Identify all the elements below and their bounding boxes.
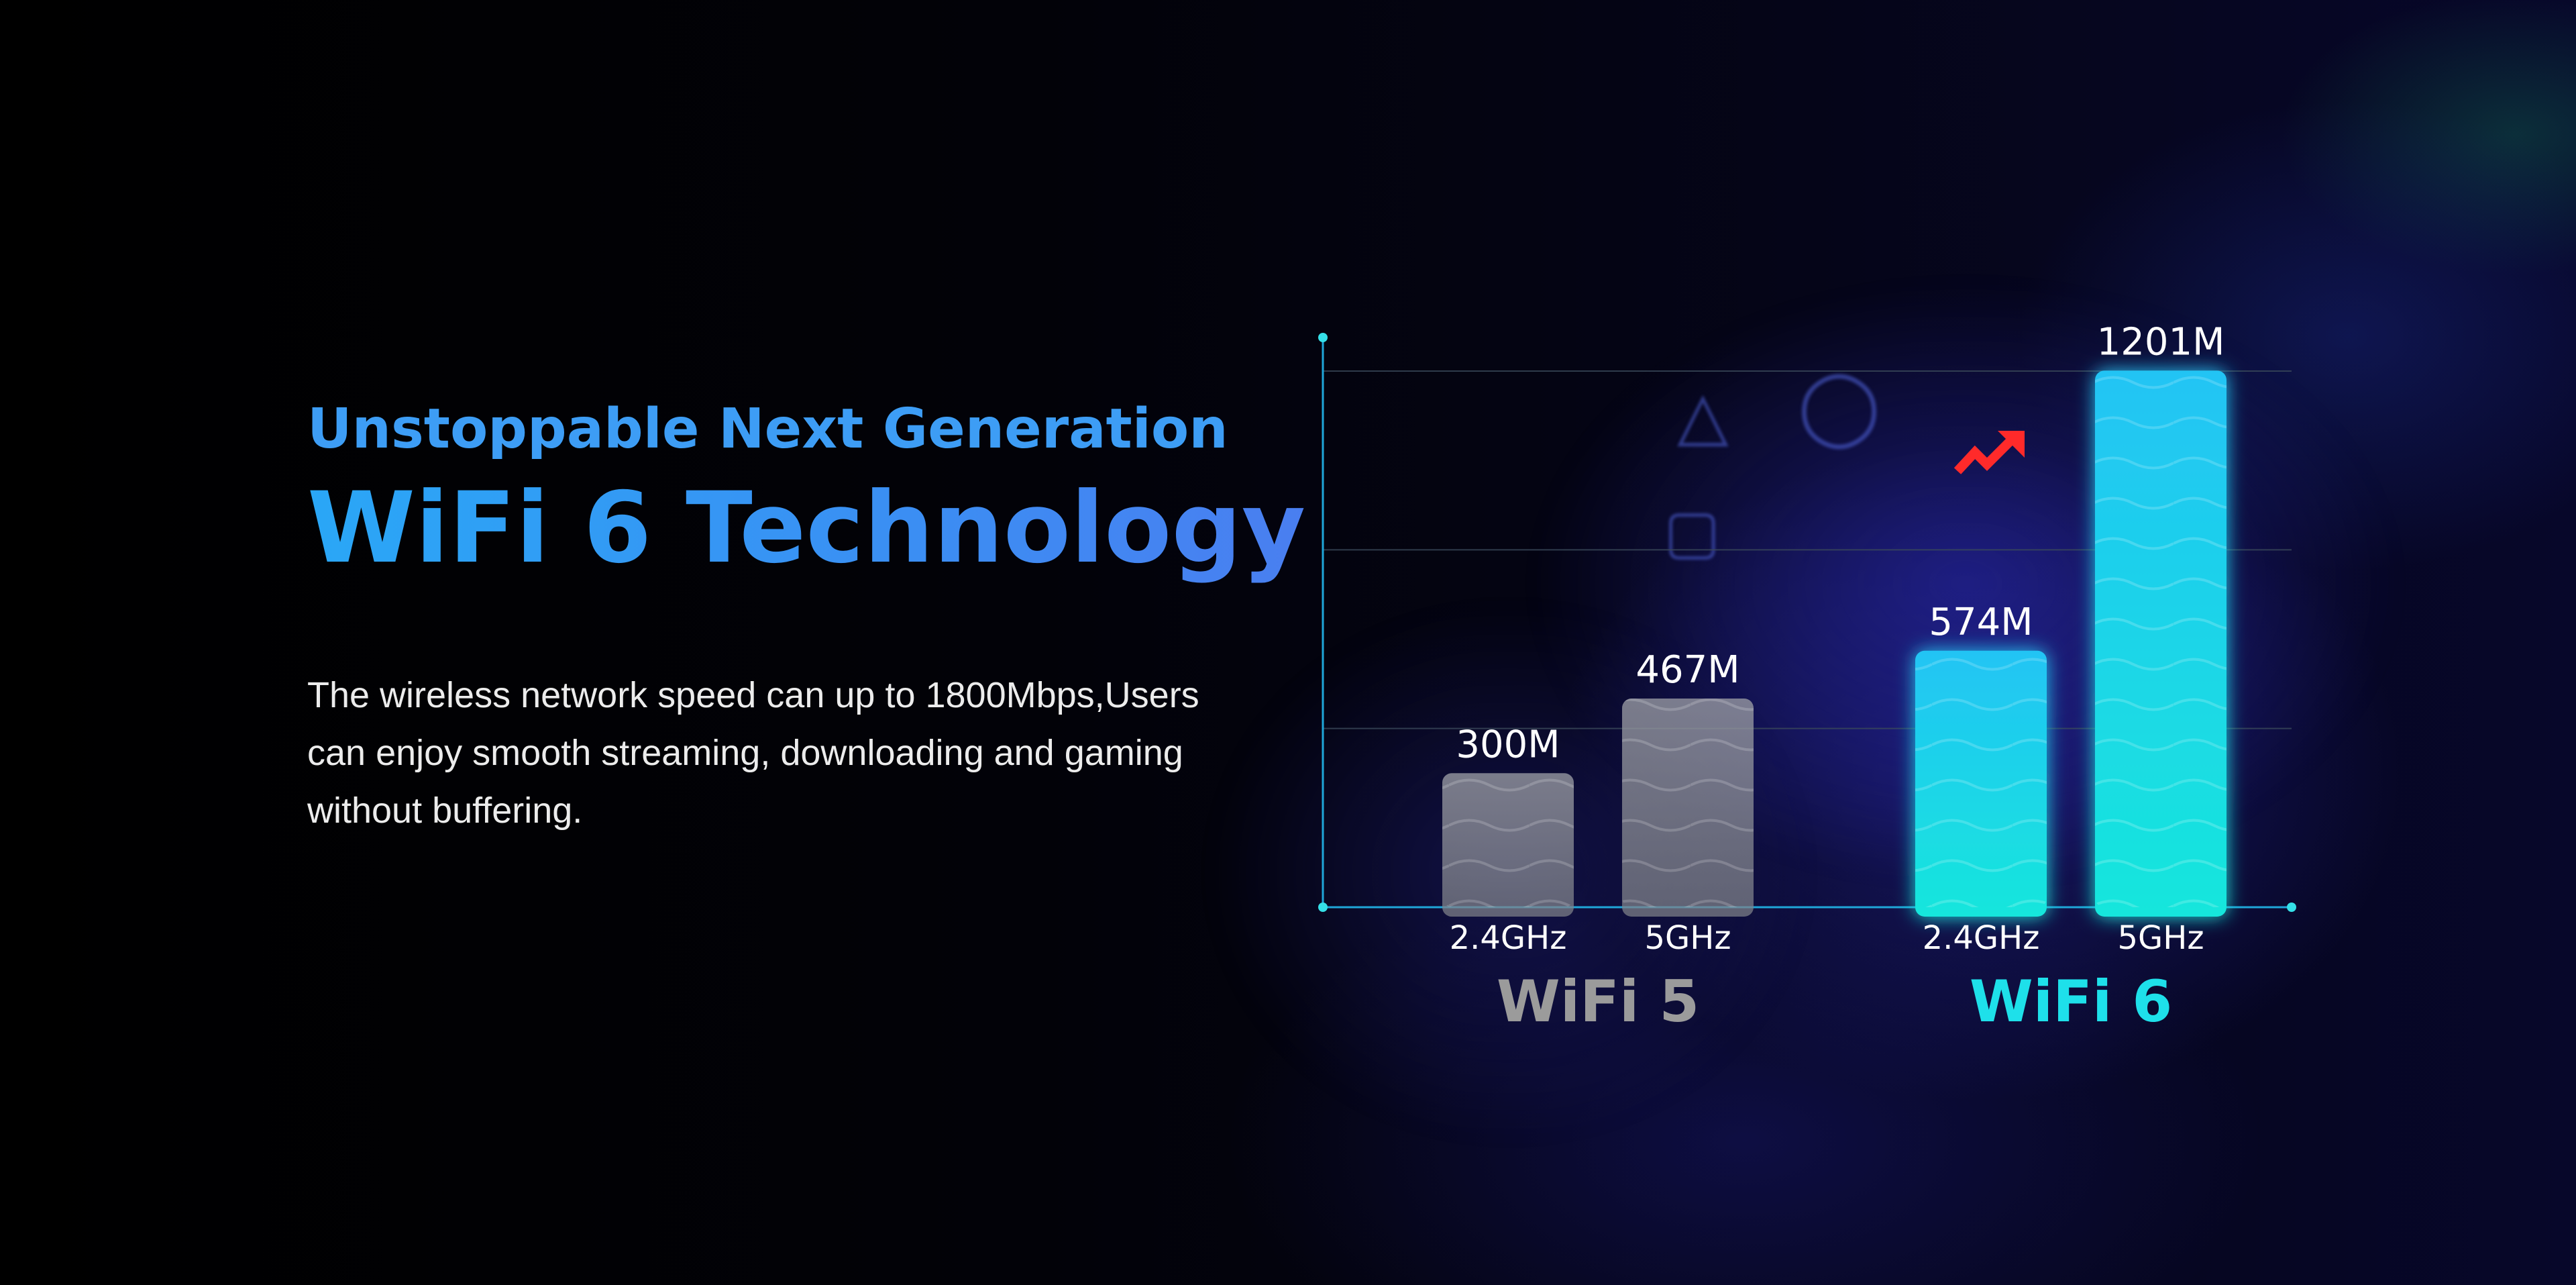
x-tick-label: 2.4GHz — [1450, 919, 1567, 957]
bar-wifi5-2.4ghz — [1442, 773, 1574, 917]
bars — [1442, 370, 2226, 917]
x-tick-label: 5GHz — [1644, 919, 1731, 957]
axis-origin-dot — [1318, 903, 1328, 912]
x-tick-label: 5GHz — [2117, 919, 2204, 957]
arrow-head — [1998, 431, 2025, 458]
group-label-wifi6: WiFi 6 — [1970, 968, 2172, 1035]
axis-end-dot — [1318, 333, 1328, 342]
bar-wifi5-5ghz — [1622, 699, 1754, 917]
group-label-wifi5: WiFi 5 — [1497, 968, 1699, 1035]
trend-up-arrow-icon — [1953, 431, 2025, 474]
bar-texture — [1622, 699, 1754, 907]
headline-subtitle: Unstoppable Next Generation — [307, 397, 1228, 461]
headline-title: WiFi 6 Technology — [307, 471, 1313, 585]
description-text: The wireless network speed can up to 180… — [307, 675, 1199, 831]
bar-value-label: 574M — [1929, 601, 2033, 644]
x-tick-label: 2.4GHz — [1923, 919, 2040, 957]
bar-texture — [1915, 650, 2047, 907]
bar-wifi6-2.4ghz — [1915, 650, 2047, 917]
bar-value-label: 300M — [1456, 723, 1560, 766]
arrow-line — [1953, 437, 2015, 474]
bar-wifi6-5ghz — [2095, 370, 2226, 917]
headline: Unstoppable Next Generation WiFi 6 Techn… — [307, 396, 1313, 585]
labels: 300M 2.4GHz 467M 5GHz WiFi 5 574M 2.4GHz 1201M 5… — [1450, 320, 2225, 1035]
bar-texture — [2095, 370, 2226, 907]
bar-texture — [1442, 773, 1574, 907]
bar-value-label: 467M — [1635, 648, 1739, 692]
bar-value-label: 1201M — [2097, 320, 2225, 364]
axis-end-dot — [2287, 903, 2296, 912]
